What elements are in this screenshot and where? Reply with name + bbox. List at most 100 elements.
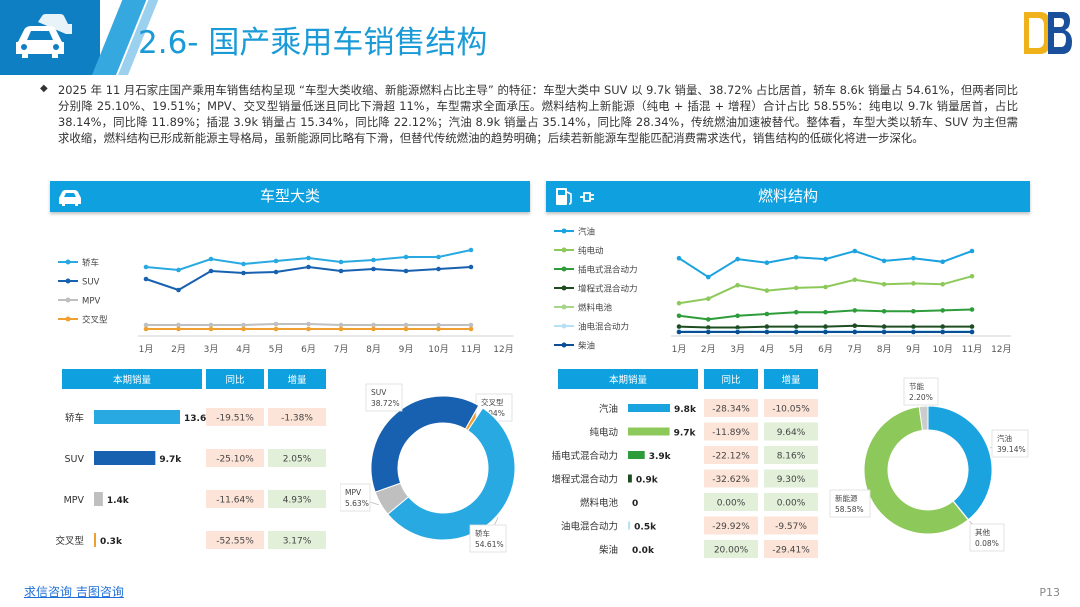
inc-value: -1.38% — [281, 414, 313, 424]
data-point — [676, 300, 682, 306]
inc-cell — [268, 490, 326, 508]
data-point — [273, 321, 279, 327]
data-point — [371, 266, 376, 272]
slice-label-box — [991, 429, 1029, 458]
slice-name: 汽油 — [997, 433, 1012, 443]
yoy-value: -29.92% — [712, 522, 750, 532]
car-icon — [59, 190, 81, 206]
legend-label: 汽油 — [578, 227, 595, 238]
inc-cell — [268, 531, 326, 549]
yoy-value: -52.55% — [216, 537, 254, 547]
row-name: 油电混合动力 — [561, 521, 618, 533]
data-point — [241, 322, 246, 328]
data-point — [881, 258, 887, 264]
footer-link-jitu[interactable]: 吉图咨询 — [75, 585, 124, 599]
row-name: 增程式混合动力 — [551, 474, 618, 486]
panel-header-fuel: 燃料结构 — [546, 181, 1030, 212]
yoy-value: -11.89% — [712, 428, 750, 438]
data-point — [735, 329, 740, 335]
data-point — [911, 281, 916, 286]
data-point — [208, 322, 214, 328]
footer-link-qiuxin[interactable]: 求信咨询 — [24, 585, 73, 599]
vehicle-line-chart: 1月 2月 3月 4月 5月 6月 7月 8月 9月 10月 11月 12月 轿车 SUV MPV 交叉型 — [58, 247, 514, 355]
yoy-value: -28.34% — [712, 405, 750, 415]
data-point — [338, 259, 344, 265]
x-tick-label: 2月 — [701, 344, 716, 355]
data-point — [940, 308, 945, 313]
slice-label-box — [365, 383, 403, 412]
row-name: 交叉型 — [55, 535, 84, 547]
table-header-cell — [62, 369, 202, 389]
row-name: 柴油 — [599, 544, 618, 556]
x-tick-label: 1月 — [672, 344, 687, 355]
data-point — [706, 325, 711, 330]
x-tick-label: 10月 — [428, 344, 448, 355]
data-point — [881, 329, 887, 335]
data-point — [852, 248, 858, 254]
x-tick-label: 12月 — [493, 344, 513, 355]
x-tick-label: 6月 — [818, 344, 833, 355]
data-point — [823, 284, 828, 290]
x-tick-label: 8月 — [366, 344, 381, 355]
slice-name: 节能 — [909, 381, 924, 391]
row-name: MPV — [64, 495, 85, 506]
data-point — [940, 282, 945, 287]
legend-marker — [65, 278, 71, 284]
inc-value: 3.17% — [283, 537, 312, 547]
data-point — [436, 266, 441, 272]
table-header-cell — [268, 369, 326, 389]
data-point — [852, 277, 858, 283]
legend-marker — [65, 297, 71, 303]
donut-slice — [370, 395, 480, 493]
row-name: SUV — [65, 454, 85, 465]
series-line — [678, 275, 973, 305]
row-name: 汽油 — [599, 403, 618, 415]
data-point — [881, 282, 887, 287]
x-tick-label: 8月 — [877, 344, 892, 355]
row-name: 轿车 — [65, 412, 84, 424]
row-name: 燃料电池 — [580, 497, 619, 509]
data-point — [911, 309, 916, 314]
table-header-label: 同比 — [721, 374, 740, 386]
data-point — [436, 254, 441, 260]
x-tick-label: 2月 — [171, 344, 186, 355]
x-tick-label: 3月 — [730, 344, 745, 355]
yoy-cell — [704, 540, 758, 558]
sales-bar — [628, 404, 670, 412]
data-point — [371, 322, 376, 328]
data-point — [176, 267, 181, 273]
slice-name: 交叉型 — [481, 397, 504, 407]
data-point — [143, 276, 149, 282]
inc-cell — [764, 540, 818, 558]
fuel-plug-icon — [556, 188, 594, 205]
legend-marker — [65, 259, 71, 265]
data-point — [676, 329, 682, 335]
x-tick-label: 7月 — [847, 344, 862, 355]
sales-value: 9.8k — [674, 405, 697, 415]
data-point — [881, 324, 887, 329]
data-point — [306, 255, 311, 261]
slice-name: SUV — [371, 388, 387, 397]
inc-cell — [764, 422, 818, 441]
inc-value: -10.05% — [772, 405, 810, 415]
vehicle-donut-chart: 交叉型 1.04% 轿车 54.61% MPV 5.63% SUV 38.72% — [340, 383, 516, 553]
data-point — [852, 329, 858, 335]
sales-bar — [94, 451, 156, 465]
data-point — [823, 309, 828, 315]
data-point — [338, 268, 344, 274]
data-point — [468, 322, 474, 328]
data-point — [143, 326, 149, 332]
data-point — [468, 247, 474, 253]
slice-label-box — [829, 489, 871, 518]
table-header-label: 同比 — [225, 374, 244, 386]
x-tick-label: 5月 — [269, 344, 284, 355]
legend-label: 燃料电池 — [578, 303, 613, 314]
x-tick-label: 7月 — [334, 344, 349, 355]
legend-label: 交叉型 — [82, 315, 108, 326]
donut-slice — [918, 405, 929, 431]
data-point — [436, 322, 441, 328]
data-point — [436, 326, 441, 332]
legend-marker — [561, 285, 567, 291]
data-point — [676, 313, 682, 319]
data-point — [273, 326, 279, 332]
